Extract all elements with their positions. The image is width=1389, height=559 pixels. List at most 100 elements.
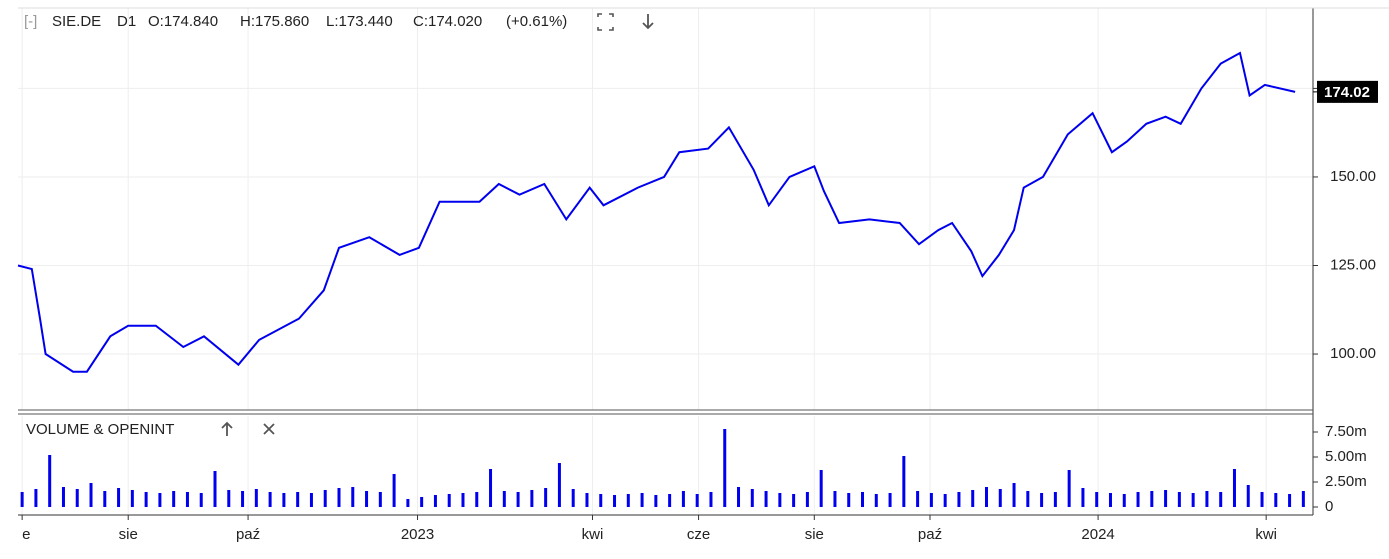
volume-bar xyxy=(1301,491,1305,507)
volume-bar xyxy=(516,492,520,507)
timeframe: D1 xyxy=(117,13,136,30)
move-up-icon[interactable] xyxy=(221,421,233,436)
volume-bar xyxy=(48,455,52,507)
x-tick-label: cze xyxy=(687,526,710,543)
volume-bar xyxy=(268,492,272,507)
volume-bar xyxy=(213,471,217,507)
volume-bar xyxy=(1219,492,1223,507)
y-tick-label: 0 xyxy=(1325,498,1333,515)
x-tick-label: e xyxy=(22,526,30,543)
volume-bar xyxy=(681,491,685,507)
collapse-button[interactable]: [-] xyxy=(24,13,37,30)
volume-bar xyxy=(998,489,1002,507)
volume-bar xyxy=(172,491,176,507)
volume-bar xyxy=(351,487,355,507)
volume-bar xyxy=(1040,493,1044,507)
y-tick-label: 150.00 xyxy=(1330,168,1376,185)
header: [-] SIE.DE D1 O:174.840 H:175.860 L:173.… xyxy=(24,13,654,31)
volume-bar xyxy=(971,490,975,507)
high: H:175.860 xyxy=(240,13,309,30)
volume-bar xyxy=(475,492,479,507)
volume-bar xyxy=(1095,492,1099,507)
y-tick-label: 7.50m xyxy=(1325,423,1367,440)
volume-bar xyxy=(1191,493,1195,507)
volume-bar xyxy=(392,474,396,507)
price-line xyxy=(17,51,1296,373)
volume-bar xyxy=(1150,491,1154,507)
volume-title: VOLUME & OPENINT xyxy=(26,421,174,438)
volume-bar xyxy=(1232,469,1236,507)
volume-bar xyxy=(530,490,534,507)
volume-bar xyxy=(447,494,451,507)
open: O:174.840 xyxy=(148,13,218,30)
x-tick-label: sie xyxy=(805,526,824,543)
volume-bar xyxy=(861,492,865,507)
volume-bar xyxy=(764,491,768,507)
volume-bar xyxy=(929,493,933,507)
y-tick-label: 125.00 xyxy=(1330,256,1376,273)
volume-bar xyxy=(1067,470,1071,507)
volume-bar xyxy=(1164,490,1168,507)
volume-bar xyxy=(103,491,107,507)
y-tick-label: 5.00m xyxy=(1325,448,1367,465)
volume-bar xyxy=(144,492,148,507)
y-tick-label: 100.00 xyxy=(1330,345,1376,362)
x-tick-label: sie xyxy=(119,526,138,543)
volume-bar xyxy=(1122,494,1126,507)
volume-bar xyxy=(847,493,851,507)
volume-bar xyxy=(89,483,93,507)
download-icon[interactable] xyxy=(642,14,654,30)
x-tick-label: 2024 xyxy=(1081,526,1114,543)
fullscreen-icon[interactable] xyxy=(597,13,614,31)
volume-bar xyxy=(737,487,741,507)
grid xyxy=(18,8,1313,515)
x-tick-label: paź xyxy=(236,526,260,543)
volume-bar xyxy=(199,493,203,507)
volume-bar xyxy=(502,491,506,507)
volume-bar xyxy=(378,492,382,507)
volume-bar xyxy=(640,493,644,507)
x-tick-label: 2023 xyxy=(401,526,434,543)
volume-bar xyxy=(254,489,258,507)
volume-bar xyxy=(75,489,79,507)
volume-bar xyxy=(695,494,699,507)
volume-bar xyxy=(916,491,920,507)
volume-bar xyxy=(544,488,548,507)
volume-bar xyxy=(1288,494,1292,507)
volume-bar xyxy=(309,493,313,507)
last-price-label: 174.02 xyxy=(1324,84,1370,101)
volume-bar xyxy=(599,494,603,507)
volume-bar xyxy=(185,492,189,507)
volume-bar xyxy=(1136,492,1140,507)
volume-bar xyxy=(323,490,327,507)
volume-bar xyxy=(461,493,465,507)
volume-bar xyxy=(833,491,837,507)
x-tick-label: kwi xyxy=(1255,526,1277,543)
volume-bar xyxy=(1108,493,1112,507)
volume-bar xyxy=(805,492,809,507)
volume-bar xyxy=(792,494,796,507)
volume-bar xyxy=(585,493,589,507)
volume-bar xyxy=(1053,492,1057,507)
volume-bar xyxy=(943,494,947,507)
volume-bar xyxy=(778,493,782,507)
volume-bar xyxy=(626,494,630,507)
x-tick-label: paź xyxy=(918,526,942,543)
low: L:173.440 xyxy=(326,13,393,30)
volume-bar xyxy=(158,493,162,507)
volume-bar xyxy=(723,429,727,507)
volume-bar xyxy=(1246,485,1250,507)
volume-bar xyxy=(571,489,575,507)
volume-bar xyxy=(296,492,300,507)
volume-bar xyxy=(420,497,424,507)
volume-bar xyxy=(613,495,617,507)
volume-bar xyxy=(709,492,713,507)
volume-bar xyxy=(1205,491,1209,507)
volume-bar xyxy=(337,488,341,507)
close-icon[interactable] xyxy=(263,423,275,435)
volume-bar xyxy=(489,469,493,507)
volume-bar xyxy=(1274,493,1278,507)
volume-bar xyxy=(61,487,65,507)
